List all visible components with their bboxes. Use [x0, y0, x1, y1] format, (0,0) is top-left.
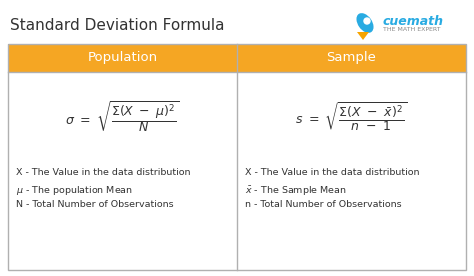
Text: X - The Value in the data distribution: X - The Value in the data distribution — [16, 168, 191, 177]
Text: $s\ =\ \sqrt{\dfrac{\Sigma(X\ -\ \bar{x})^2}{n\ -\ 1}}$: $s\ =\ \sqrt{\dfrac{\Sigma(X\ -\ \bar{x}… — [295, 100, 408, 134]
Bar — [237, 44, 466, 72]
Ellipse shape — [356, 13, 374, 33]
Text: n - Total Number of Observations: n - Total Number of Observations — [245, 200, 401, 209]
Text: N - Total Number of Observations: N - Total Number of Observations — [16, 200, 173, 209]
Text: $\sigma\ =\ \sqrt{\dfrac{\Sigma(X\ -\ \mu)^2}{N}}$: $\sigma\ =\ \sqrt{\dfrac{\Sigma(X\ -\ \m… — [65, 99, 180, 134]
Bar — [8, 44, 237, 72]
Text: $\mu$ - The population Mean: $\mu$ - The population Mean — [16, 184, 133, 197]
Polygon shape — [357, 32, 369, 40]
Text: $\bar{x}$ - The Sample Mean: $\bar{x}$ - The Sample Mean — [245, 184, 347, 197]
Circle shape — [364, 18, 370, 24]
Bar — [8, 44, 466, 270]
Text: cuemath: cuemath — [383, 15, 444, 28]
Text: Standard Deviation Formula: Standard Deviation Formula — [10, 18, 225, 33]
Text: Population: Population — [87, 52, 157, 65]
Text: X - The Value in the data distribution: X - The Value in the data distribution — [245, 168, 419, 177]
Text: THE MATH EXPERT: THE MATH EXPERT — [383, 27, 440, 32]
Text: Sample: Sample — [327, 52, 376, 65]
